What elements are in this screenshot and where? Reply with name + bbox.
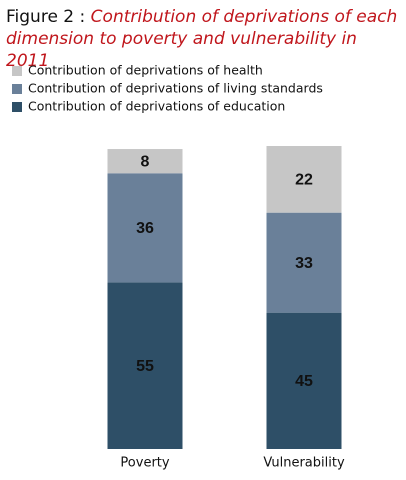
bar-segment [107, 282, 183, 449]
x-tick-label: Vulnerability [263, 456, 345, 471]
title-text: Contribution of deprivations of each dim… [6, 7, 398, 71]
figure-label: Figure 2 : [6, 7, 86, 27]
legend-label: Contribution of deprivations of health [28, 63, 263, 78]
bar-segment [266, 312, 342, 449]
value-label: 55 [136, 358, 154, 375]
bar-segment [107, 149, 183, 174]
legend-swatch [12, 84, 22, 94]
chart-title: Figure 2 : Contribution of deprivations … [6, 6, 404, 72]
x-tick-label: Poverty [120, 456, 169, 471]
value-label: 8 [141, 153, 150, 170]
value-label: 22 [295, 172, 313, 189]
bar-segment [266, 212, 342, 313]
legend-label: Contribution of deprivations of educatio… [28, 99, 285, 114]
value-label: 45 [295, 373, 313, 390]
value-label: 36 [136, 220, 154, 237]
bar-segment [107, 173, 183, 283]
legend-swatch [12, 66, 22, 76]
value-label: 33 [295, 255, 313, 272]
legend-label: Contribution of deprivations of living s… [28, 81, 323, 96]
bar-segment [266, 146, 342, 213]
legend-swatch [12, 102, 22, 112]
